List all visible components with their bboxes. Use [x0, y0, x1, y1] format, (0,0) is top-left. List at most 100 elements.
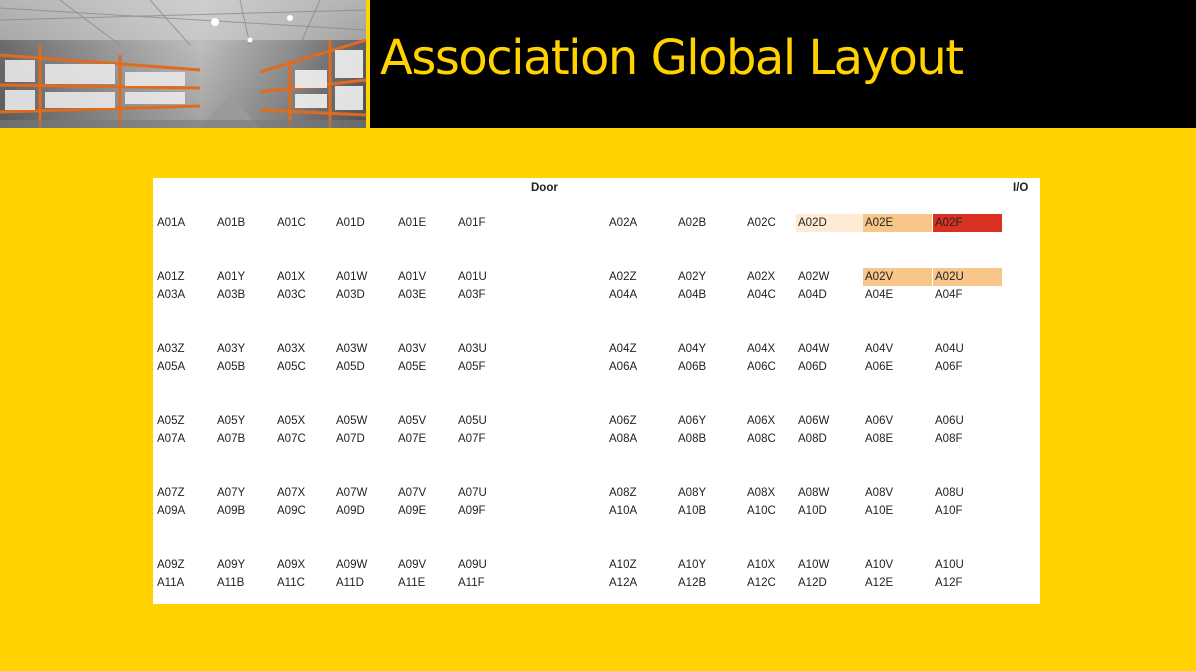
location-cell-a07u: A07U	[458, 487, 487, 499]
location-cell-a05a: A05A	[157, 361, 186, 373]
location-cell-a07y: A07Y	[217, 487, 246, 499]
location-cell-a10a: A10A	[609, 505, 638, 517]
location-cell-a12b: A12B	[678, 577, 707, 589]
location-cell-a04d: A04D	[798, 289, 827, 301]
location-cell-a05y: A05Y	[217, 415, 246, 427]
location-cell-a02c: A02C	[747, 217, 776, 229]
location-cell-a06a: A06A	[609, 361, 638, 373]
location-cell-a02e: A02E	[863, 214, 932, 232]
location-cell-a11c: A11C	[277, 577, 305, 589]
location-cell-a04x: A04X	[747, 343, 776, 355]
location-cell-a07d: A07D	[336, 433, 365, 445]
location-cell-a07w: A07W	[336, 487, 368, 499]
location-cell-a07z: A07Z	[157, 487, 185, 499]
location-cell-a08u: A08U	[935, 487, 964, 499]
location-cell-a08z: A08Z	[609, 487, 637, 499]
location-cell-a05x: A05X	[277, 415, 306, 427]
location-cell-a02x: A02X	[747, 271, 776, 283]
location-cell-a08v: A08V	[865, 487, 894, 499]
location-cell-a02y: A02Y	[678, 271, 707, 283]
location-cell-a03v: A03V	[398, 343, 427, 355]
warehouse-illustration	[0, 0, 366, 128]
location-cell-a10u: A10U	[935, 559, 964, 571]
location-cell-a11b: A11B	[217, 577, 245, 589]
location-cell-a05w: A05W	[336, 415, 368, 427]
location-cell-a09b: A09B	[217, 505, 246, 517]
location-cell-a07f: A07F	[458, 433, 486, 445]
location-cell-a01v: A01V	[398, 271, 427, 283]
location-cell-a05d: A05D	[336, 361, 365, 373]
location-cell-a07c: A07C	[277, 433, 306, 445]
location-cell-a08y: A08Y	[678, 487, 707, 499]
location-cell-a09w: A09W	[336, 559, 368, 571]
page-title: Association Global Layout	[380, 30, 964, 86]
location-cell-a05u: A05U	[458, 415, 487, 427]
location-cell-a01e: A01E	[398, 217, 427, 229]
location-cell-a05z: A05Z	[157, 415, 185, 427]
location-cell-a11d: A11D	[336, 577, 364, 589]
location-cell-a01a: A01A	[157, 217, 186, 229]
location-cell-a03e: A03E	[398, 289, 427, 301]
location-cell-a06w: A06W	[798, 415, 830, 427]
location-cell-a05f: A05F	[458, 361, 486, 373]
location-cell-a04f: A04F	[935, 289, 963, 301]
location-cell-a10e: A10E	[865, 505, 894, 517]
location-cell-a01w: A01W	[336, 271, 368, 283]
location-cell-a02u: A02U	[933, 268, 1002, 286]
location-cell-a08e: A08E	[865, 433, 894, 445]
location-cell-a07v: A07V	[398, 487, 427, 499]
location-cell-a04a: A04A	[609, 289, 638, 301]
location-cell-a01u: A01U	[458, 271, 487, 283]
location-cell-a02z: A02Z	[609, 271, 637, 283]
location-cell-a04u: A04U	[935, 343, 964, 355]
location-cell-a11f: A11F	[458, 577, 485, 589]
location-cell-a10z: A10Z	[609, 559, 637, 571]
location-cell-a06b: A06B	[678, 361, 707, 373]
location-cell-a12f: A12F	[935, 577, 963, 589]
location-cell-a08w: A08W	[798, 487, 830, 499]
location-cell-a05b: A05B	[217, 361, 246, 373]
location-cell-a01d: A01D	[336, 217, 365, 229]
location-cell-a02a: A02A	[609, 217, 638, 229]
location-cell-a03c: A03C	[277, 289, 306, 301]
location-cell-a03y: A03Y	[217, 343, 246, 355]
location-cell-a02f: A02F	[933, 214, 1002, 232]
location-cell-a05e: A05E	[398, 361, 427, 373]
location-cell-a09x: A09X	[277, 559, 306, 571]
association-layout-grid: Door I/O A01A A01B A01C A01D A01E A01F A02A A02…	[153, 178, 1040, 604]
location-cell-a06c: A06C	[747, 361, 776, 373]
door-label: Door	[531, 182, 558, 194]
location-cell-a03u: A03U	[458, 343, 487, 355]
location-cell-a12c: A12C	[747, 577, 776, 589]
location-cell-a11e: A11E	[398, 577, 426, 589]
location-cell-a10v: A10V	[865, 559, 894, 571]
location-cell-a10d: A10D	[798, 505, 827, 517]
location-cell-a09z: A09Z	[157, 559, 185, 571]
location-cell-a08a: A08A	[609, 433, 638, 445]
location-cell-a05c: A05C	[277, 361, 306, 373]
location-cell-a12e: A12E	[865, 577, 894, 589]
location-cell-a12a: A12A	[609, 577, 638, 589]
location-cell-a04w: A04W	[798, 343, 830, 355]
location-cell-a04v: A04V	[865, 343, 894, 355]
location-cell-a06y: A06Y	[678, 415, 707, 427]
location-cell-a10f: A10F	[935, 505, 963, 517]
location-cell-a06x: A06X	[747, 415, 776, 427]
location-cell-a07e: A07E	[398, 433, 427, 445]
location-cell-a02v: A02V	[863, 268, 932, 286]
location-cell-a10w: A10W	[798, 559, 830, 571]
location-cell-a11a: A11A	[157, 577, 185, 589]
location-cell-a08f: A08F	[935, 433, 963, 445]
location-cell-a02b: A02B	[678, 217, 707, 229]
location-cell-a04y: A04Y	[678, 343, 707, 355]
location-cell-a01z: A01Z	[157, 271, 185, 283]
location-cell-a09v: A09V	[398, 559, 427, 571]
io-label: I/O	[1013, 182, 1029, 194]
location-cell-a12d: A12D	[798, 577, 827, 589]
location-cell-a01f: A01F	[458, 217, 486, 229]
location-cell-a04c: A04C	[747, 289, 776, 301]
location-cell-a10c: A10C	[747, 505, 776, 517]
location-cell-a06u: A06U	[935, 415, 964, 427]
location-cell-a02d: A02D	[796, 214, 865, 232]
location-cell-a06e: A06E	[865, 361, 894, 373]
